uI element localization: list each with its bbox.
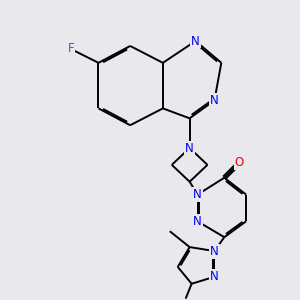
Text: N: N [191, 34, 200, 47]
Text: N: N [185, 142, 194, 154]
Text: O: O [235, 156, 244, 170]
Text: N: N [210, 244, 219, 258]
Text: N: N [210, 270, 219, 283]
Text: N: N [193, 188, 202, 201]
Text: N: N [193, 215, 202, 228]
Text: N: N [210, 94, 219, 107]
Text: F: F [68, 42, 74, 56]
